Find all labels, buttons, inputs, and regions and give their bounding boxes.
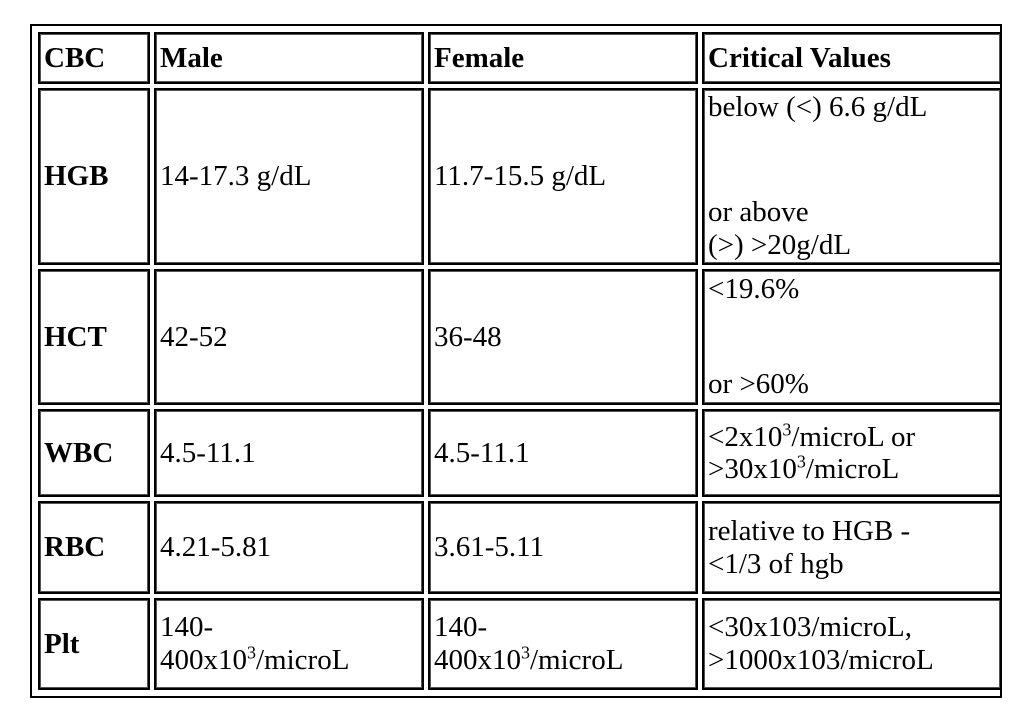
plt-female-unit: /microL [530, 643, 624, 676]
plt-male-value: 140- 400x103/microL [154, 597, 424, 690]
hgb-female-value: 11.7-15.5 g/dL [428, 88, 698, 265]
rbc-male-value: 4.21-5.81 [154, 501, 424, 594]
table-row-wbc: WBC 4.5-11.1 4.5-11.1 <2x103/microL or >… [38, 409, 1002, 498]
hgb-critical-line-1: below (<) 6.6 g/dL [708, 91, 928, 124]
wbc-critical-b-exponent: 3 [796, 451, 806, 472]
plt-female-line-1: 140- [434, 611, 488, 644]
plt-female-line-2: 400x103/microL [434, 642, 692, 676]
table-row-rbc: RBC 4.21-5.81 3.61-5.11 relative to HGB … [38, 501, 1002, 594]
header-critical-values: Critical Values [702, 32, 1002, 85]
wbc-critical-a-unit: /microL or [791, 420, 916, 453]
row-label-wbc: WBC [38, 409, 150, 498]
hgb-critical-line-3: (>) >20g/dL [708, 228, 852, 261]
hct-critical-value: <19.6% or >60% [702, 268, 1002, 406]
plt-critical-value: <30x103/microL, >1000x103/microL [702, 597, 1002, 690]
hct-male-value: 42-52 [154, 268, 424, 406]
wbc-critical-line-2: >30x103/microL [708, 451, 996, 486]
plt-male-unit: /microL [256, 643, 350, 676]
wbc-critical-b-base: >30x10 [708, 453, 797, 486]
hgb-critical-value: below (<) 6.6 g/dL or above (>) >20g/dL [702, 88, 1002, 265]
rbc-critical-value: relative to HGB - <1/3 of hgb [702, 501, 1002, 594]
header-male: Male [154, 32, 424, 85]
plt-female-base: 400x10 [434, 643, 521, 676]
cbc-reference-table-frame: CBC Male Female Critical Values HGB 14-1… [30, 24, 1002, 698]
wbc-critical-a-exponent: 3 [782, 419, 792, 440]
rbc-critical-line-1: relative to HGB - [708, 515, 911, 548]
rbc-female-value: 3.61-5.11 [428, 501, 698, 594]
plt-male-base: 400x10 [160, 643, 247, 676]
row-label-hct: HCT [38, 268, 150, 406]
plt-critical-line-1: <30x103/microL, [708, 611, 913, 644]
plt-male-exponent: 3 [247, 642, 256, 663]
hgb-critical-line-2: or above [708, 196, 809, 229]
header-female: Female [428, 32, 698, 85]
wbc-critical-value: <2x103/microL or >30x103/microL [702, 409, 1002, 498]
plt-female-exponent: 3 [521, 642, 530, 663]
row-label-rbc: RBC [38, 501, 150, 594]
wbc-critical-a-base: <2x10 [708, 420, 783, 453]
header-cbc: CBC [38, 32, 150, 85]
wbc-critical-b-unit: /microL [805, 453, 900, 486]
hct-critical-line-1: <19.6% [708, 272, 800, 305]
hct-critical-line-2: or >60% [708, 368, 809, 401]
plt-critical-line-2: >1000x103/microL [708, 643, 934, 676]
hgb-critical-lower: or above (>) >20g/dL [708, 196, 996, 261]
cbc-reference-table: CBC Male Female Critical Values HGB 14-1… [34, 28, 1006, 694]
wbc-male-value: 4.5-11.1 [154, 409, 424, 498]
plt-male-line-2: 400x103/microL [160, 642, 418, 676]
table-row-hgb: HGB 14-17.3 g/dL 11.7-15.5 g/dL below (<… [38, 88, 1002, 265]
hgb-male-value: 14-17.3 g/dL [154, 88, 424, 265]
table-header-row: CBC Male Female Critical Values [38, 32, 1002, 85]
wbc-critical-line-1: <2x103/microL or [708, 419, 996, 453]
row-label-hgb: HGB [38, 88, 150, 265]
plt-female-value: 140- 400x103/microL [428, 597, 698, 690]
plt-male-line-1: 140- [160, 611, 214, 644]
row-label-plt: Plt [38, 597, 150, 690]
rbc-critical-line-2: <1/3 of hgb [708, 547, 844, 580]
hct-female-value: 36-48 [428, 268, 698, 406]
wbc-female-value: 4.5-11.1 [428, 409, 698, 498]
table-row-hct: HCT 42-52 36-48 <19.6% or >60% [38, 268, 1002, 406]
table-row-plt: Plt 140- 400x103/microL 140- 400x103/mic… [38, 597, 1002, 690]
